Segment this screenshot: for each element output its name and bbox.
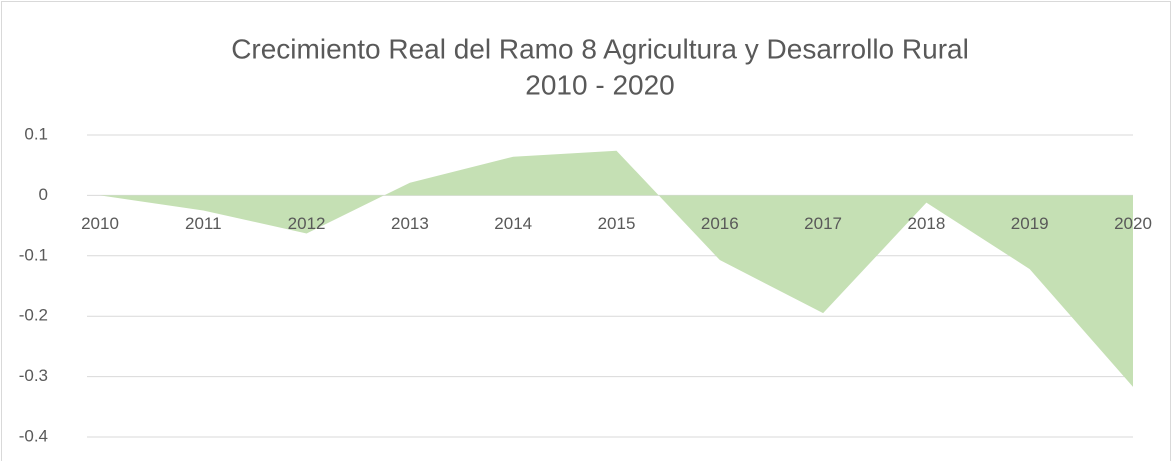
x-tick-label: 2015 xyxy=(598,214,636,233)
x-tick-label: 2010 xyxy=(81,214,119,233)
chart-subtitle: 2010 - 2020 xyxy=(525,69,674,100)
chart-title: Crecimiento Real del Ramo 8 Agricultura … xyxy=(231,33,969,64)
x-tick-label: 2013 xyxy=(391,214,429,233)
area xyxy=(100,150,1133,387)
x-tick-label: 2012 xyxy=(288,214,326,233)
x-tick-label: 2014 xyxy=(494,214,532,233)
x-tick-label: 2011 xyxy=(185,214,222,233)
y-tick-label: -0.3 xyxy=(19,366,48,385)
x-tick-label: 2018 xyxy=(907,214,945,233)
y-tick-label: -0.1 xyxy=(19,245,48,264)
x-tick-label: 2020 xyxy=(1114,214,1152,233)
y-tick-label: 0 xyxy=(39,185,48,204)
x-tick-label: 2016 xyxy=(701,214,739,233)
x-tick-label: 2019 xyxy=(1011,214,1049,233)
y-tick-label: 0.1 xyxy=(24,124,48,143)
y-tick-label: -0.2 xyxy=(19,306,48,325)
x-tick-label: 2017 xyxy=(804,214,842,233)
y-tick-label: -0.4 xyxy=(19,426,48,445)
